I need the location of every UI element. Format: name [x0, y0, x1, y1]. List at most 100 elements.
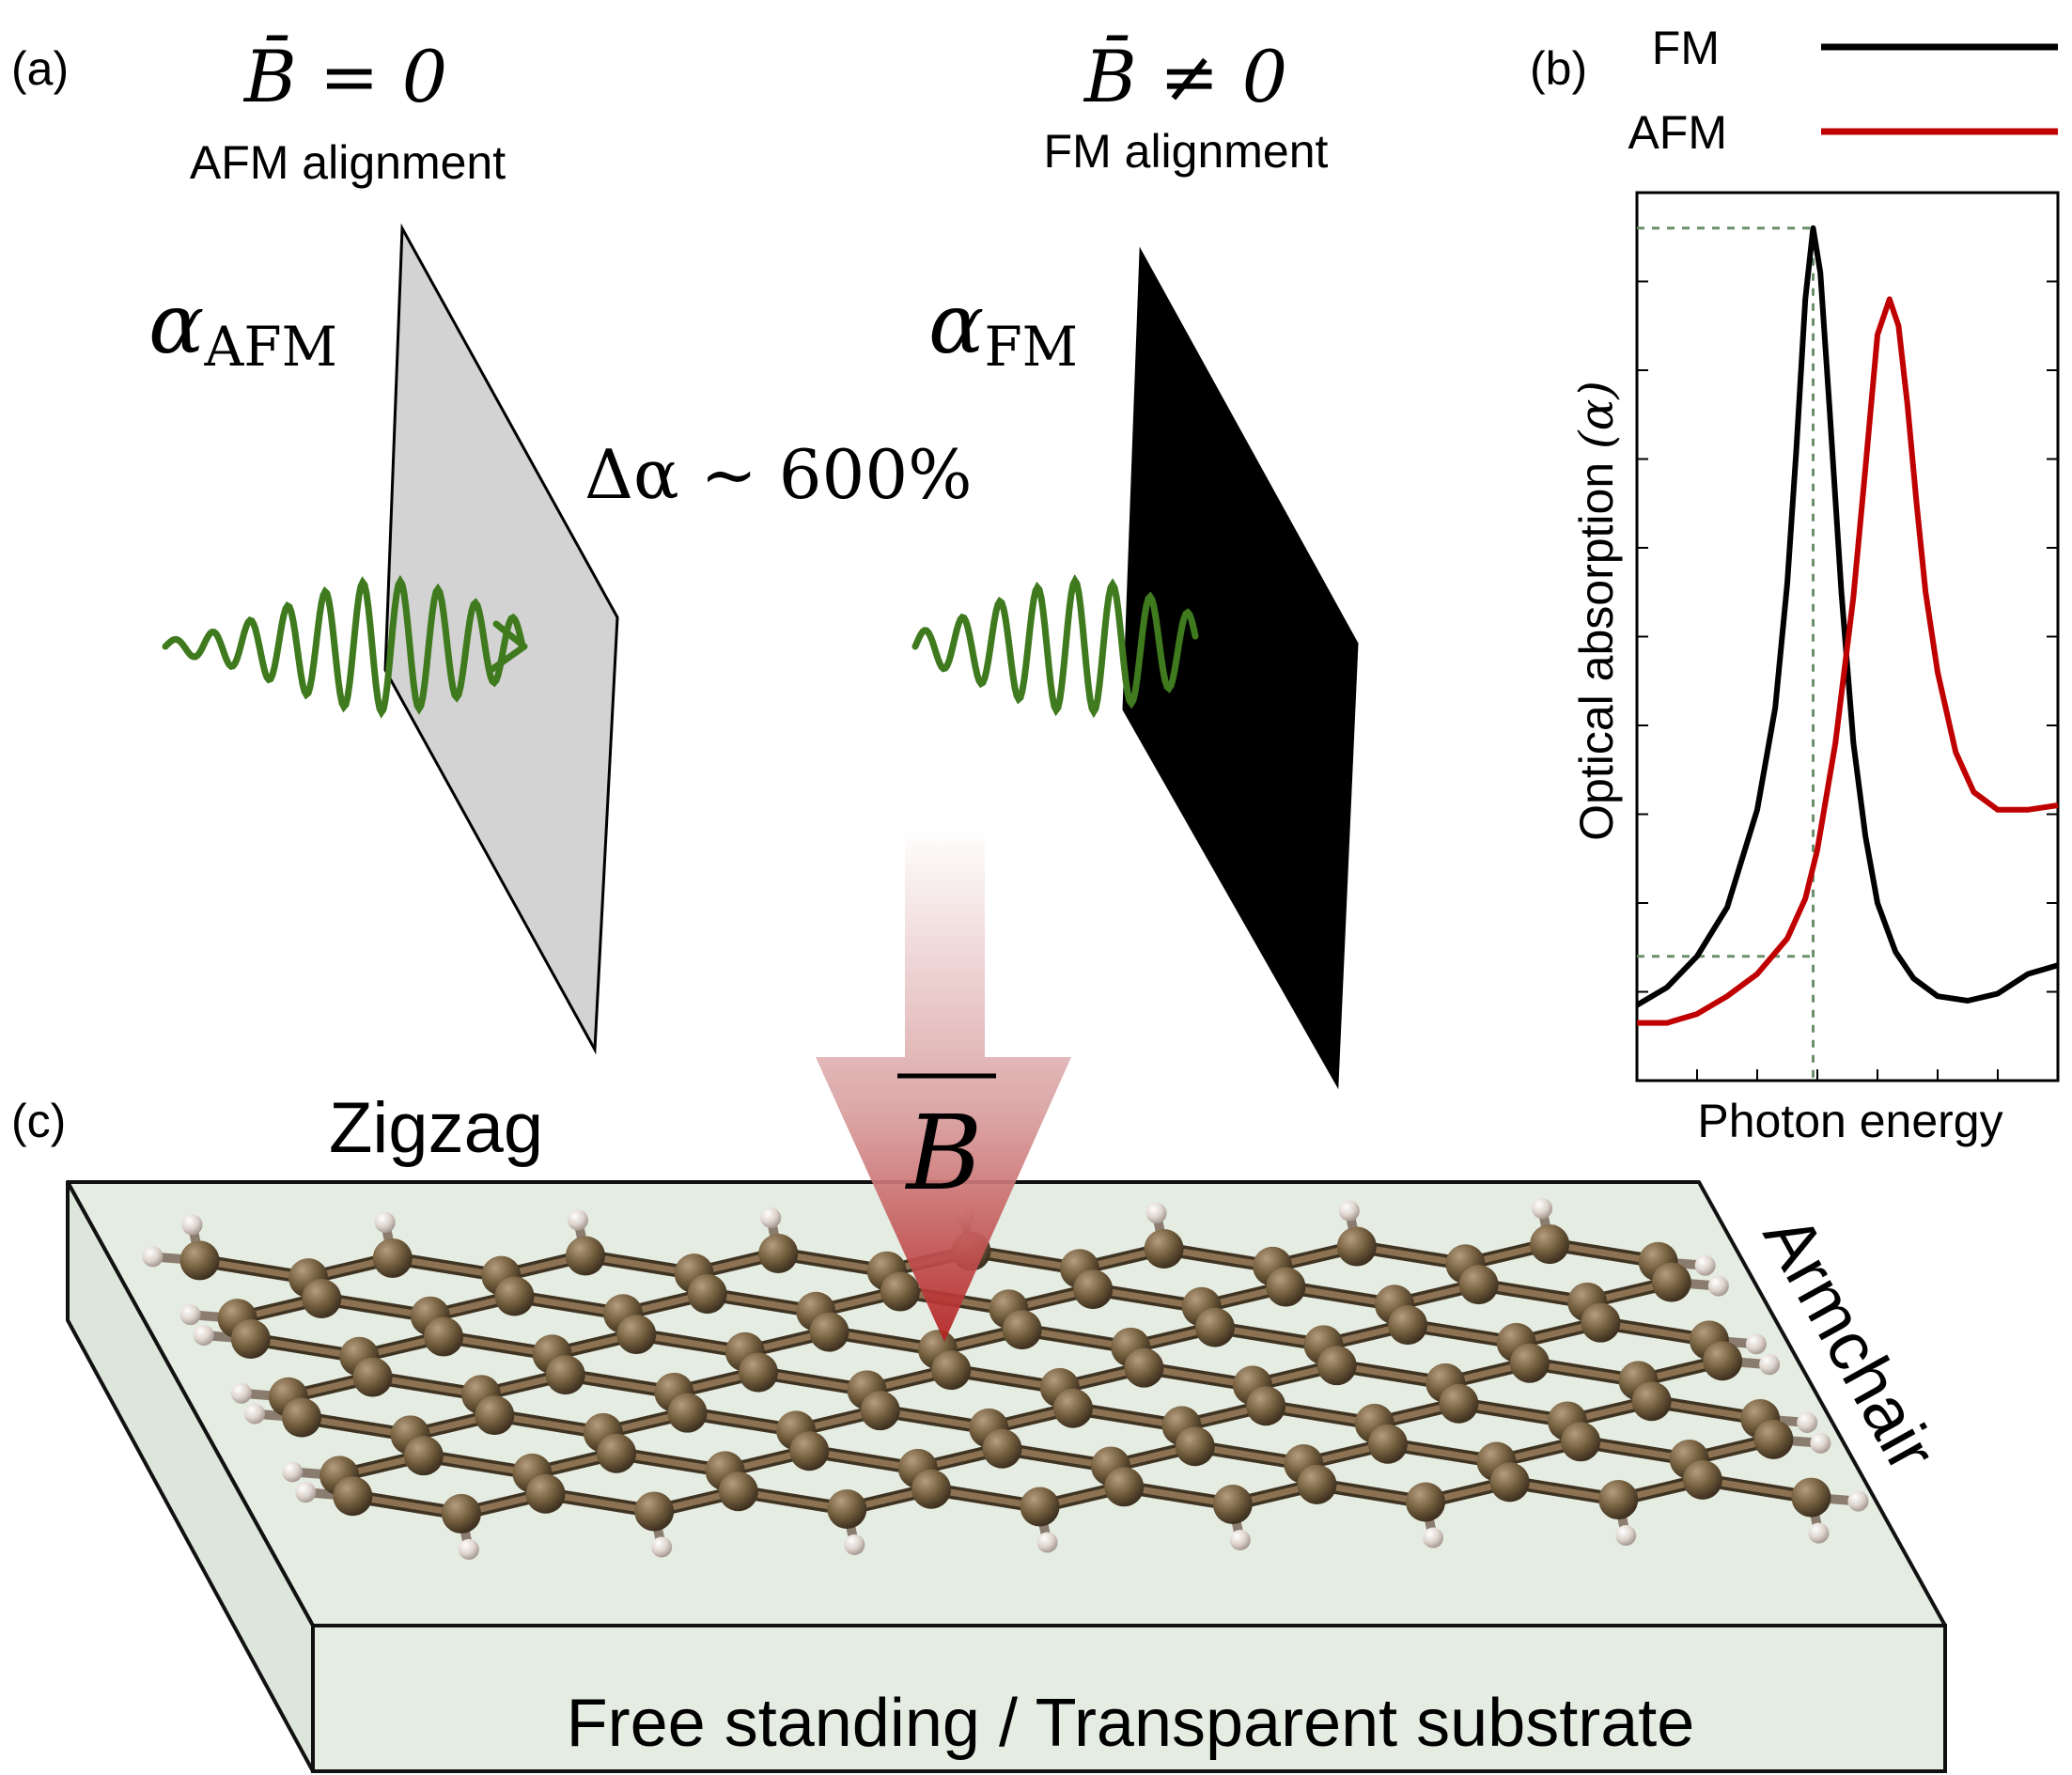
series-afm-line	[1637, 296, 2059, 1026]
carbon-atom	[1388, 1305, 1428, 1346]
carbon-atom	[758, 1233, 799, 1273]
carbon-atom	[667, 1393, 708, 1433]
fm-plane	[1122, 246, 1359, 1090]
zigzag-label: Zigzag	[329, 1088, 543, 1168]
light-wave-fm	[911, 574, 1199, 719]
carbon-atom	[282, 1397, 322, 1438]
carbon-atom	[634, 1491, 675, 1532]
carbon-atom	[880, 1271, 920, 1312]
carbon-atom	[1631, 1381, 1672, 1422]
carbon-atom	[1753, 1419, 1794, 1459]
carbon-atom	[1561, 1422, 1601, 1462]
hydrogen-atom	[1423, 1527, 1444, 1549]
carbon-atom	[1581, 1302, 1621, 1343]
carbon-atom	[739, 1352, 778, 1393]
hydrogen-atom	[1797, 1411, 1818, 1433]
carbon-atom	[1598, 1480, 1639, 1520]
hydrogen-atom	[1229, 1530, 1251, 1551]
afm-plane	[383, 223, 619, 1055]
panel-a: (a) B̄ = 0 AFM alignment B̄ ≠ 0 FM align…	[11, 34, 1359, 1090]
hydrogen-atom	[1810, 1432, 1831, 1454]
carbon-atom	[302, 1278, 342, 1318]
field-arrow-icon	[816, 827, 1071, 1342]
field-label: B	[905, 1093, 983, 1213]
y-axis-label: Optical absorption (α)	[1569, 381, 1624, 841]
hydrogen-atom	[142, 1246, 164, 1268]
carbon-atom	[1489, 1462, 1530, 1503]
fm-alignment: FM alignment	[1044, 125, 1329, 178]
alpha-fm-label: αFM	[928, 275, 1078, 379]
hydrogen-atom	[1615, 1525, 1637, 1547]
carbon-atom	[1367, 1424, 1408, 1464]
hydrogen-atom	[1745, 1333, 1767, 1355]
hydrogen-atom	[282, 1461, 304, 1483]
hydrogen-atom	[844, 1534, 865, 1555]
carbon-atom	[424, 1316, 464, 1357]
hydrogen-atom	[458, 1538, 479, 1560]
alpha-afm-symbol: α	[148, 275, 204, 372]
carbon-atom	[718, 1471, 758, 1512]
substrate-label: Free standing / Transparent substrate	[567, 1686, 1695, 1761]
carbon-atom	[333, 1476, 373, 1517]
graphene-nanoribbon	[142, 1198, 1869, 1560]
alpha-afm-subscript: AFM	[203, 315, 337, 379]
carbon-atom	[1175, 1426, 1215, 1467]
carbon-atom	[1246, 1386, 1286, 1426]
carbon-atom	[1104, 1467, 1145, 1507]
carbon-atom	[1297, 1464, 1337, 1504]
carbon-atom	[1052, 1388, 1093, 1428]
hydrogen-atom	[1145, 1203, 1167, 1224]
carbon-atom	[475, 1395, 515, 1436]
hydrogen-atom	[181, 1214, 203, 1236]
series-fm-line	[1635, 225, 2059, 1008]
hydrogen-atom	[1694, 1254, 1716, 1276]
plot-area	[1635, 191, 2060, 1082]
carbon-atom	[1406, 1482, 1446, 1522]
wave-arrowhead-icon	[489, 620, 528, 673]
legend-fm-label: FM	[1652, 22, 1720, 74]
substrate-front-face	[311, 1624, 1947, 1773]
hydrogen-atom	[1808, 1522, 1830, 1544]
hydrogen-atom	[1707, 1275, 1729, 1297]
carbon-atom	[1458, 1265, 1499, 1305]
y-axis-label-symbol: (α)	[1569, 381, 1624, 449]
carbon-atom	[525, 1473, 566, 1514]
hydrogen-atom	[244, 1403, 266, 1425]
carbon-atom	[827, 1488, 867, 1529]
hydrogen-atom	[651, 1536, 673, 1558]
carbon-atom	[494, 1276, 535, 1316]
panel-a-label: (a)	[11, 42, 69, 95]
hydrogen-atom	[193, 1325, 214, 1347]
carbon-atom	[1316, 1346, 1357, 1386]
carbon-atom	[1439, 1383, 1479, 1424]
carbon-atom	[441, 1493, 481, 1534]
carbon-atom	[1336, 1226, 1377, 1267]
panel-b: (b) FM AFM Optical absorption (α) Photon…	[1530, 22, 2060, 1147]
afm-condition: B̄ = 0	[242, 34, 447, 118]
carbon-atom	[230, 1319, 271, 1360]
hydrogen-atom	[1759, 1354, 1781, 1376]
carbon-atom	[1791, 1477, 1831, 1518]
alpha-fm-subscript: FM	[984, 315, 1078, 379]
x-axis-label: Photon energy	[1697, 1095, 2002, 1147]
carbon-atom	[1703, 1341, 1743, 1381]
carbon-atom	[179, 1240, 220, 1281]
hydrogen-atom	[567, 1209, 588, 1231]
carbon-atom	[809, 1312, 849, 1352]
carbon-atom	[372, 1238, 413, 1278]
carbon-atom	[789, 1431, 830, 1471]
y-axis-label-text: Optical absorption	[1570, 462, 1623, 841]
carbon-atom	[1020, 1487, 1060, 1527]
carbon-atom	[931, 1350, 972, 1391]
carbon-atom	[911, 1469, 952, 1509]
hydrogen-atom	[1338, 1200, 1360, 1222]
carbon-atom	[1682, 1459, 1722, 1500]
carbon-atom	[1194, 1307, 1235, 1347]
carbon-atom	[565, 1236, 605, 1276]
carbon-atom	[616, 1315, 657, 1355]
carbon-atom	[597, 1433, 637, 1473]
carbon-atom	[545, 1355, 585, 1395]
light-wave-afm	[162, 574, 526, 719]
hydrogen-atom	[230, 1382, 252, 1404]
